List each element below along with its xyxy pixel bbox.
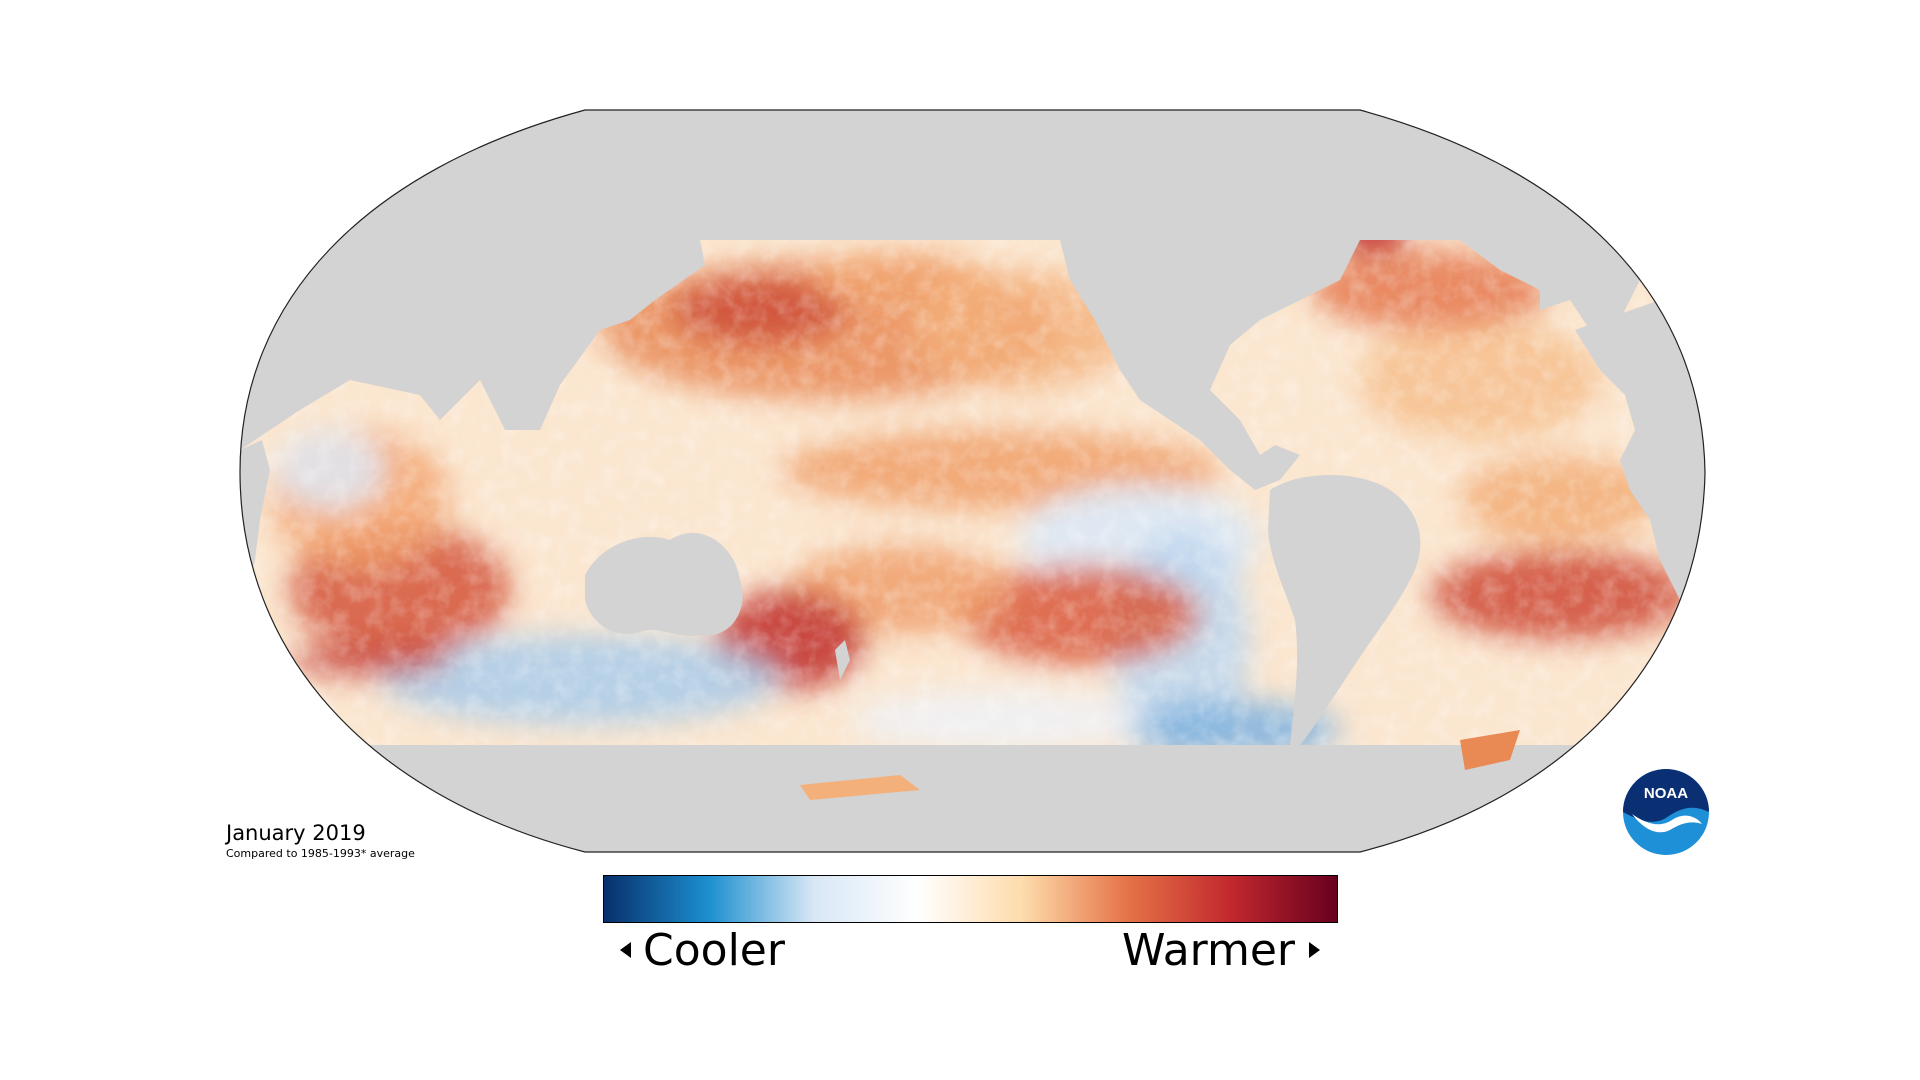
map-outline <box>239 109 1706 853</box>
cooler-text: Cooler <box>643 925 785 976</box>
warmer-label: Warmer <box>1122 925 1320 977</box>
color-scale-bar <box>603 875 1338 923</box>
map-date-title: January 2019 <box>226 821 366 845</box>
noaa-logo-icon: NOAA <box>1623 769 1709 855</box>
cooler-label: Cooler <box>620 925 785 977</box>
arrow-right-icon <box>1309 942 1320 958</box>
warmer-text: Warmer <box>1122 925 1295 976</box>
arrow-left-icon <box>620 942 631 958</box>
map-caption: January 2019 Compared to 1985-1993* aver… <box>226 820 415 862</box>
map-baseline-subtitle: Compared to 1985-1993* average <box>226 847 415 860</box>
noaa-logo-text: NOAA <box>1644 785 1688 802</box>
